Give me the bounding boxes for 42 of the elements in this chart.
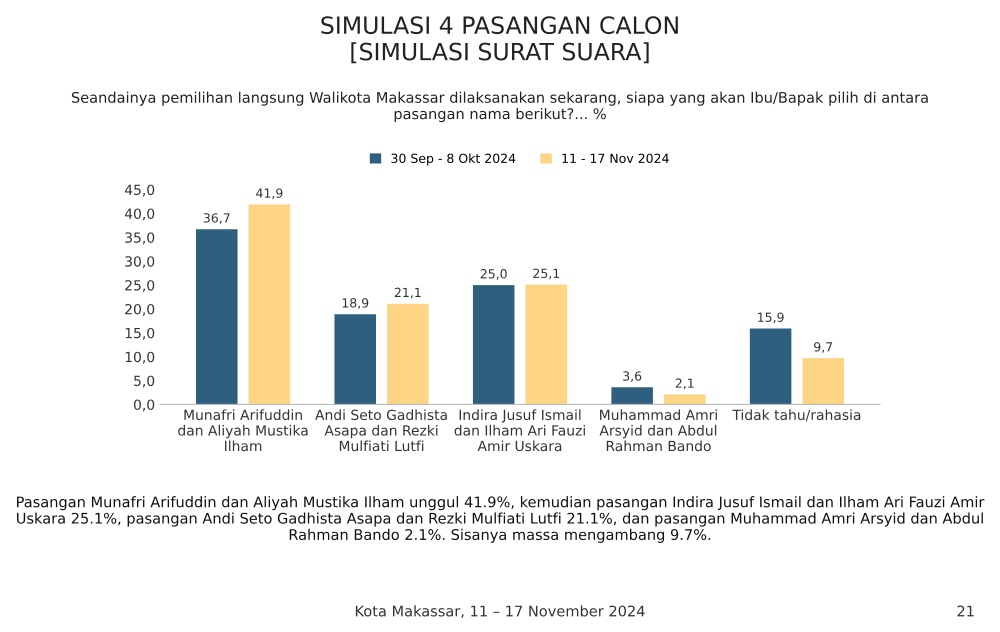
bar [196, 229, 238, 404]
x-tick-label: Tidak tahu/rahasia [732, 409, 860, 422]
bar [334, 314, 376, 404]
data-label: 21,1 [394, 288, 421, 298]
data-label: 3,6 [623, 371, 642, 382]
legend-label: 30 Sep - 8 Okt 2024 [391, 153, 516, 166]
y-tick-label: 5,0 [134, 376, 154, 388]
y-tick-label: 10,0 [126, 352, 154, 364]
data-label: 25,1 [533, 268, 560, 280]
y-tick-label: 15,0 [126, 328, 154, 340]
chart-title: SIMULASI 4 PASANGAN CALON [SIMULASI SURAT SUARA] [321, 16, 678, 64]
data-label: 2,1 [676, 378, 694, 390]
data-label: 41,9 [256, 188, 282, 200]
data-label: 36,7 [204, 213, 230, 224]
bar [611, 387, 653, 404]
x-tick-label: Indira Jusuf Ismail dan Ilham Ari Fauzi Amir Uskara [454, 409, 585, 452]
data-label: 15,9 [758, 312, 784, 324]
bar [472, 285, 514, 404]
bar [248, 204, 290, 404]
chart-subtitle: Seandainya pemilihan langsung Walikota Makassar dilaksanakan sekarang, siapa yang akan Ibu/Bapak pilih di antara pasangan nama berikut?... % [72, 92, 928, 122]
data-label: 25,0 [480, 269, 507, 280]
data-label: 9,7 [814, 342, 832, 353]
bar [802, 358, 844, 404]
legend-label: 11 - 17 Nov 2024 [562, 154, 669, 164]
y-tick-label: 20,0 [125, 304, 154, 316]
bar [664, 394, 706, 404]
y-tick-label: 40,0 [124, 208, 154, 220]
y-tick-label: 25,0 [125, 280, 154, 292]
y-tick-label: 30,0 [125, 256, 154, 268]
y-tick-label: 35,0 [125, 232, 154, 244]
text: Kota Makassar, 11 – 17 November 2024 [356, 605, 645, 618]
y-tick-label: 0,0 [134, 399, 154, 412]
y-tick-label: 45,0 [124, 184, 154, 196]
bar [750, 328, 792, 404]
x-tick-label: Munafri Arifuddin dan Aliyah Mustika Ilham [178, 409, 308, 452]
text: 21 [958, 606, 974, 616]
text: Pasangan Munafri Arifuddin dan Aliyah Mustika Ilham unggul 41.9%, kemudian pasangan Indira Jusuf Ismail dan Ilham Ari Fauzi Amir Uskara 25.1%, pasangan Andi Seto Gadhista Asapa dan Rezki Mulfiati Lutfi 21.1%, dan pasangan Muhammad Amri Arsyid dan Abdul Rahman Bando 2.1%. Sisanya massa mengambang 9.7%. [17, 496, 984, 543]
bar [526, 284, 568, 404]
x-tick-label: Muhammad Amri Arsyid dan Abdul Rahman Bando [600, 409, 717, 452]
x-tick-label: Andi Seto Gadhista Asapa dan Rezki Mulfiati Lutfi [315, 409, 447, 452]
bar [387, 304, 429, 404]
data-label: 18,9 [342, 298, 368, 309]
